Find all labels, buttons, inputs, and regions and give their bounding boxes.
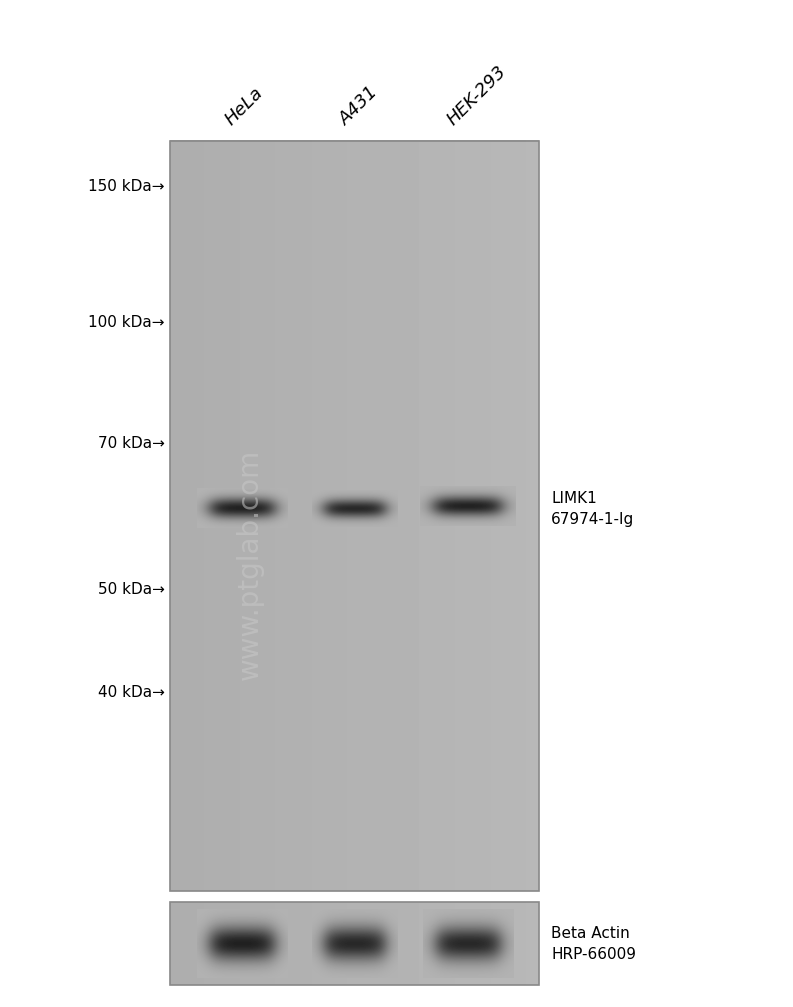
- Text: HeLa: HeLa: [221, 84, 266, 129]
- Text: LIMK1
67974-1-Ig: LIMK1 67974-1-Ig: [551, 490, 634, 527]
- Text: 40 kDa→: 40 kDa→: [98, 686, 165, 700]
- Text: 100 kDa→: 100 kDa→: [89, 315, 165, 329]
- Text: 150 kDa→: 150 kDa→: [89, 179, 165, 193]
- Text: 50 kDa→: 50 kDa→: [98, 582, 165, 596]
- Bar: [170, 902, 539, 985]
- Text: www.ptglab.com: www.ptglab.com: [236, 448, 264, 680]
- Text: 70 kDa→: 70 kDa→: [98, 436, 165, 450]
- Text: A431: A431: [336, 83, 382, 129]
- Bar: [170, 141, 539, 891]
- Text: Beta Actin
HRP-66009: Beta Actin HRP-66009: [551, 925, 636, 962]
- Text: HEK-293: HEK-293: [443, 62, 510, 129]
